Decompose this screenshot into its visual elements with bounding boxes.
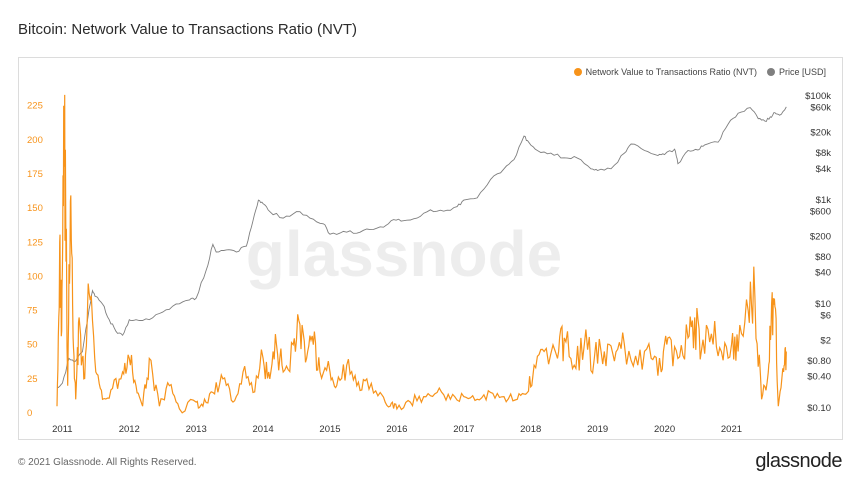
x-tick-label: 2013 xyxy=(186,424,207,435)
y-right-tick-label: $0.40 xyxy=(807,372,831,383)
x-tick-label: 2016 xyxy=(386,424,407,435)
x-tick-label: 2011 xyxy=(52,424,72,435)
x-tick-label: 2019 xyxy=(587,424,608,435)
legend-swatch-nvt xyxy=(573,68,582,76)
watermark: glassnode xyxy=(246,218,563,290)
x-tick-label: 2012 xyxy=(119,424,140,435)
y-right-tick-label: $6 xyxy=(820,311,831,322)
brand-logo: glassnode xyxy=(755,450,842,472)
x-tick-label: 2021 xyxy=(721,424,742,435)
y-right-tick-label: $200 xyxy=(810,231,831,242)
legend-swatch-price xyxy=(766,68,775,76)
x-tick-label: 2015 xyxy=(319,424,340,435)
y-left-tick-label: 25 xyxy=(27,374,38,385)
legend: Network Value to Transactions Ratio (NVT… xyxy=(573,67,826,77)
y-right-tick-label: $2 xyxy=(820,335,831,346)
y-left-tick-label: 100 xyxy=(27,271,43,282)
y-left-tick-label: 175 xyxy=(27,169,43,180)
x-tick-label: 2017 xyxy=(453,424,474,435)
y-left-axis: 0 25 50 75 100 125 150 175 200 225 xyxy=(27,101,43,419)
series-line-price xyxy=(56,106,787,388)
x-tick-label: 2020 xyxy=(654,424,675,435)
legend-item-nvt[interactable]: Network Value to Transactions Ratio (NVT… xyxy=(573,67,757,77)
x-tick-label: 2014 xyxy=(253,424,274,435)
nvt-price-chart: glassnode 0 25 50 75 100 125 150 175 200 225 $0.1… xyxy=(27,91,831,435)
x-tick-label: 2018 xyxy=(520,424,541,435)
page-title: Bitcoin: Network Value to Transactions R… xyxy=(18,21,358,38)
y-right-tick-label: $1k xyxy=(816,195,832,206)
y-left-tick-label: 225 xyxy=(27,101,43,112)
y-right-tick-label: $4k xyxy=(816,164,832,175)
y-right-tick-label: $0.80 xyxy=(807,356,831,367)
y-right-tick-label: $60k xyxy=(810,103,831,114)
legend-label-nvt: Network Value to Transactions Ratio (NVT… xyxy=(585,67,757,77)
y-left-tick-label: 150 xyxy=(27,203,43,214)
y-right-tick-label: $20k xyxy=(810,127,831,138)
series-line-nvt xyxy=(56,94,787,414)
y-left-tick-label: 125 xyxy=(27,237,43,248)
y-right-tick-label: $0.10 xyxy=(807,403,831,414)
copyright: © 2021 Glassnode. All Rights Reserved. xyxy=(18,457,197,468)
y-right-tick-label: $40 xyxy=(815,268,831,279)
legend-label-price: Price [USD] xyxy=(778,67,826,77)
y-right-tick-label: $100k xyxy=(805,91,831,102)
y-left-tick-label: 50 xyxy=(27,340,38,351)
y-left-tick-label: 0 xyxy=(27,408,32,419)
y-right-tick-label: $600 xyxy=(810,207,831,218)
legend-item-price[interactable]: Price [USD] xyxy=(766,67,826,77)
y-left-tick-label: 200 xyxy=(27,135,43,146)
y-right-axis: $0.10 $0.40 $0.80 $2 $6$10 $40 $80 $200 $600$1k $… xyxy=(805,91,831,414)
y-right-tick-label: $80 xyxy=(815,252,831,263)
y-left-tick-label: 75 xyxy=(27,306,38,317)
x-axis: 2011 2012 2013 2014 2015 2016 2017 2018 2019 2020… xyxy=(52,424,742,435)
chart-frame: Network Value to Transactions Ratio (NVT… xyxy=(18,57,843,440)
y-right-tick-label: $8k xyxy=(816,148,832,159)
y-right-tick-label: $10 xyxy=(815,299,831,310)
